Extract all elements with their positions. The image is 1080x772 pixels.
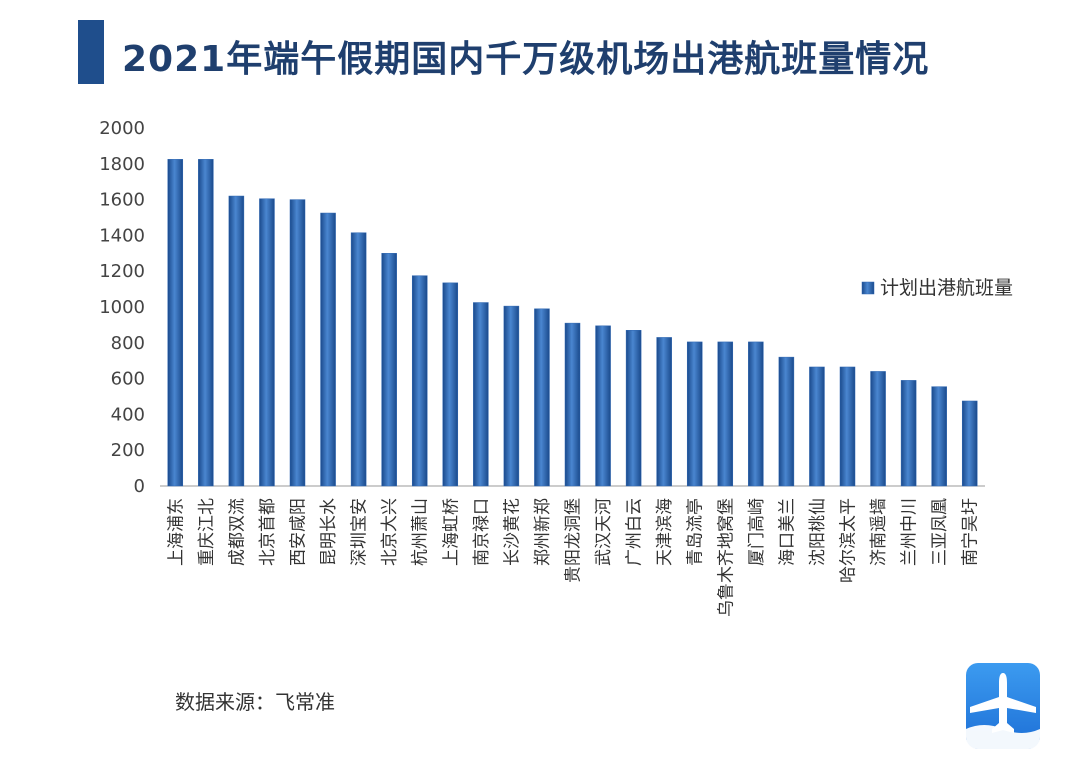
bar (534, 308, 550, 487)
bar (625, 330, 642, 487)
x-tick-label: 昆明长水 (319, 498, 339, 566)
y-tick-label: 1600 (99, 190, 145, 211)
y-tick-label: 1200 (99, 261, 145, 282)
x-tick-label: 南京禄口 (472, 498, 492, 566)
bar (473, 302, 489, 487)
x-tick-label: 贵阳龙洞堡 (564, 498, 584, 583)
chart-title: 2021年端午假期国内千万级机场出港航班量情况 (122, 39, 930, 80)
x-tick-label: 郑州新郑 (533, 498, 553, 566)
x-tick-label: 天津滨海 (655, 498, 675, 566)
x-tick-label: 武汉天河 (594, 498, 614, 566)
x-tick-label: 广州白云 (625, 498, 645, 566)
x-tick-label: 沈阳桃仙 (808, 498, 828, 566)
bar (228, 195, 245, 487)
x-tick-label: 青岛流亭 (686, 498, 706, 566)
legend-label: 计划出港航班量 (880, 277, 1013, 299)
x-tick-label: 成都双流 (227, 498, 247, 566)
x-tick-label: 济南遥墙 (869, 498, 889, 566)
bar (289, 199, 306, 487)
data-source: 数据来源：飞常准 (175, 690, 335, 714)
x-tick-label: 上海浦东 (166, 498, 186, 566)
bar (381, 253, 397, 487)
y-tick-label: 1400 (99, 225, 145, 246)
bar (748, 341, 764, 487)
x-tick-label: 哈尔滨太平 (839, 498, 859, 583)
y-tick-label: 800 (111, 333, 145, 354)
y-tick-label: 1800 (99, 154, 145, 175)
title-accent-bar (78, 20, 104, 84)
bar (564, 322, 581, 487)
bar (931, 386, 947, 487)
bar (320, 212, 336, 487)
bar (198, 159, 214, 487)
x-tick-label: 海口美兰 (777, 498, 797, 566)
airplane-app-icon (966, 663, 1040, 749)
bar (686, 341, 703, 487)
y-tick-label: 600 (111, 369, 145, 390)
bar (595, 325, 611, 487)
x-tick-label: 上海虹桥 (441, 498, 461, 566)
x-tick-label: 深圳宝安 (350, 498, 370, 566)
bar (411, 275, 428, 487)
x-tick-label: 西安咸阳 (289, 498, 309, 566)
x-tick-label: 乌鲁木齐地窝堡 (716, 498, 736, 617)
x-tick-label: 重庆江北 (197, 498, 217, 566)
bar (870, 371, 886, 487)
x-tick-label: 北京首都 (258, 498, 278, 566)
bar (350, 232, 367, 487)
bar (656, 337, 672, 487)
bar (809, 366, 825, 487)
x-tick-label: 厦门高崎 (747, 498, 767, 566)
bar (167, 159, 184, 487)
y-tick-label: 0 (134, 476, 145, 497)
y-tick-label: 1000 (99, 297, 145, 318)
bar (900, 380, 917, 487)
legend-swatch (861, 281, 875, 295)
x-tick-label: 兰州中川 (900, 498, 920, 566)
bar (503, 305, 520, 487)
x-tick-label: 长沙黄花 (502, 498, 522, 566)
x-tick-label: 三亚凤凰 (930, 498, 950, 566)
bar (259, 198, 275, 487)
bar (839, 366, 856, 487)
bar (442, 282, 459, 487)
y-tick-label: 400 (111, 404, 145, 425)
bar (961, 400, 978, 487)
bar (717, 341, 734, 487)
y-tick-label: 200 (111, 440, 145, 461)
bar (778, 356, 795, 487)
y-tick-label: 2000 (99, 118, 145, 139)
x-tick-label: 杭州萧山 (411, 498, 431, 566)
x-tick-label: 北京大兴 (380, 498, 400, 566)
x-tick-label: 南宁吴圩 (961, 498, 981, 566)
